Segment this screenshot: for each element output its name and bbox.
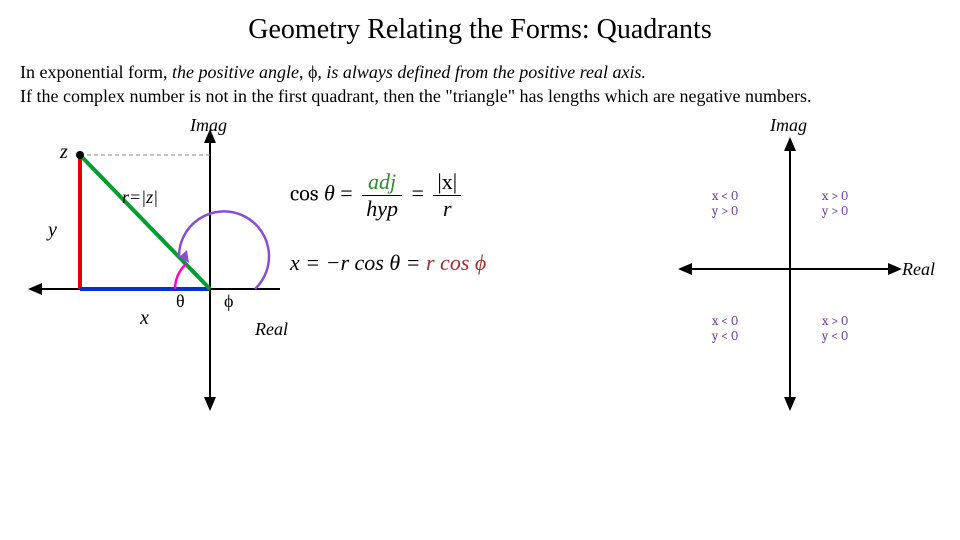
q3y: y < 0 xyxy=(712,329,738,344)
theta-sym: θ xyxy=(324,180,335,205)
right-svg xyxy=(670,119,940,419)
r1: r xyxy=(433,196,461,222)
intro-line2: If the complex number is not in the firs… xyxy=(20,86,811,106)
z-label: z xyxy=(60,141,68,164)
left-svg xyxy=(20,119,290,419)
right-real-label: Real xyxy=(902,259,935,280)
intro-em1: the positive angle xyxy=(172,62,299,82)
left-real-label: Real xyxy=(255,319,288,340)
intro-text: In exponential form, the positive angle,… xyxy=(20,60,940,109)
phi-label: ϕ xyxy=(224,291,233,312)
q2y: y > 0 xyxy=(712,204,738,219)
right-imag-label: Imag xyxy=(770,115,807,136)
eq-x: x = −r cos θ = r cos ϕ xyxy=(290,250,670,276)
theta-label: θ xyxy=(176,291,185,312)
left-imag-label: Imag xyxy=(190,115,227,136)
q4x: x > 0 xyxy=(822,314,848,329)
y-label: y xyxy=(48,219,57,242)
equations: cos θ = adj hyp = |x| r x = −r cos θ = r… xyxy=(290,119,670,276)
x-label: x xyxy=(140,307,149,330)
intro-part1: In exponential form, xyxy=(20,62,172,82)
q1x: x > 0 xyxy=(822,189,848,204)
cos-fn: cos xyxy=(290,180,318,206)
intro-em2: is always defined from the positive real… xyxy=(326,62,646,82)
eq-cos: cos θ = adj hyp = |x| r xyxy=(290,169,670,222)
eq2-rhs: r cos ϕ xyxy=(426,250,486,275)
page-title: Geometry Relating the Forms: Quadrants xyxy=(20,14,940,46)
intro-mid: , ϕ, xyxy=(299,62,326,82)
left-diagram: Imag Real z r=|z| y x θ ϕ xyxy=(20,119,290,419)
r-label: r=|z| xyxy=(122,187,158,208)
eq2-lhs: x = −r cos θ = xyxy=(290,250,426,275)
q2x: x < 0 xyxy=(712,189,738,204)
q1y: y > 0 xyxy=(822,204,848,219)
q4: x > 0 y < 0 xyxy=(822,314,848,344)
q3x: x < 0 xyxy=(712,314,738,329)
content-row: Imag Real z r=|z| y x θ ϕ cos θ = adj hy… xyxy=(20,119,940,419)
q1: x > 0 y > 0 xyxy=(822,189,848,219)
q3: x < 0 y < 0 xyxy=(712,314,738,344)
q2: x < 0 y > 0 xyxy=(712,189,738,219)
absx: |x| xyxy=(433,169,461,196)
right-diagram: Imag Real x < 0 y > 0 x > 0 y > 0 x < 0 … xyxy=(670,119,940,419)
adj: adj xyxy=(362,169,402,196)
q4y: y < 0 xyxy=(822,329,848,344)
hyp: hyp xyxy=(362,196,402,222)
